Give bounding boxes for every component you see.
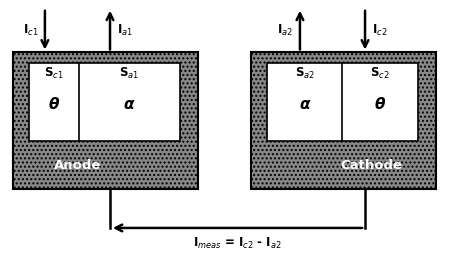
Text: α: α xyxy=(124,97,134,112)
Bar xyxy=(13,52,198,189)
Text: α: α xyxy=(299,97,310,112)
Text: I$_{meas}$ = I$_{c2}$ - I$_{a2}$: I$_{meas}$ = I$_{c2}$ - I$_{a2}$ xyxy=(193,236,282,251)
Bar xyxy=(29,63,180,141)
Text: I$_{a2}$: I$_{a2}$ xyxy=(277,23,293,38)
Text: S$_{c2}$: S$_{c2}$ xyxy=(370,66,390,81)
Text: S$_{a1}$: S$_{a1}$ xyxy=(119,66,139,81)
Text: Anode: Anode xyxy=(54,159,101,172)
Bar xyxy=(251,52,436,189)
Text: I$_{c1}$: I$_{c1}$ xyxy=(22,23,38,38)
Text: I$_{c2}$: I$_{c2}$ xyxy=(372,23,387,38)
Text: I$_{a1}$: I$_{a1}$ xyxy=(117,23,133,38)
Bar xyxy=(267,63,418,141)
Text: S$_{a2}$: S$_{a2}$ xyxy=(295,66,315,81)
Text: S$_{c1}$: S$_{c1}$ xyxy=(44,66,64,81)
Text: θ: θ xyxy=(48,97,59,112)
Text: θ: θ xyxy=(374,97,385,112)
Text: Cathode: Cathode xyxy=(340,159,402,172)
